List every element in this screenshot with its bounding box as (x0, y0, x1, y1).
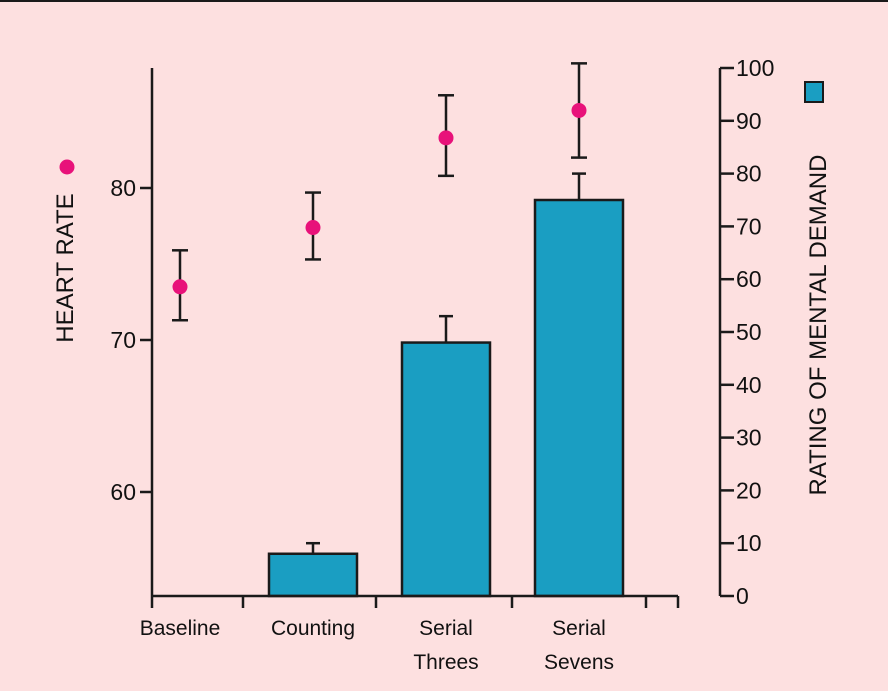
heart-rate-point (438, 130, 454, 146)
mental-demand-legend-marker (804, 81, 824, 103)
heart-rate-tick-label: 80 (110, 175, 136, 201)
mental-demand-bar (400, 341, 492, 598)
mental-demand-tick-label: 70 (736, 213, 762, 239)
mental-demand-tick-label: 30 (736, 425, 762, 451)
mental-demand-tick-label: 50 (736, 319, 762, 345)
mental-demand-bar (533, 198, 625, 598)
mental-demand-tick-label: 20 (736, 477, 762, 503)
category-label: Baseline (140, 617, 221, 640)
category-label: Threes (413, 651, 478, 674)
category-label: Sevens (544, 651, 614, 674)
mental-demand-tick-label: 0 (736, 583, 749, 609)
mental-demand-bar (267, 552, 359, 598)
heart-rate-point (571, 102, 587, 118)
mental-demand-tick-label: 40 (736, 372, 762, 398)
mental-demand-axis-title: RATING OF MENTAL DEMAND (805, 155, 832, 496)
heart-rate-axis-title: HEART RATE (52, 193, 79, 342)
mental-demand-tick-label: 10 (736, 530, 762, 556)
heart-rate-tick-label: 70 (110, 327, 136, 353)
mental-demand-tick-label: 80 (736, 161, 762, 187)
category-label: Counting (271, 617, 355, 640)
mental-demand-tick-label: 90 (736, 108, 762, 134)
heart-rate-point (172, 279, 188, 295)
heart-rate-point (305, 220, 321, 236)
mental-demand-tick-label: 60 (736, 266, 762, 292)
heart-rate-legend-marker (59, 159, 75, 175)
mental-demand-tick-label: 100 (736, 55, 774, 81)
heart-rate-tick-label: 60 (110, 479, 136, 505)
category-label: Serial (552, 617, 606, 640)
category-label: Serial (419, 617, 473, 640)
